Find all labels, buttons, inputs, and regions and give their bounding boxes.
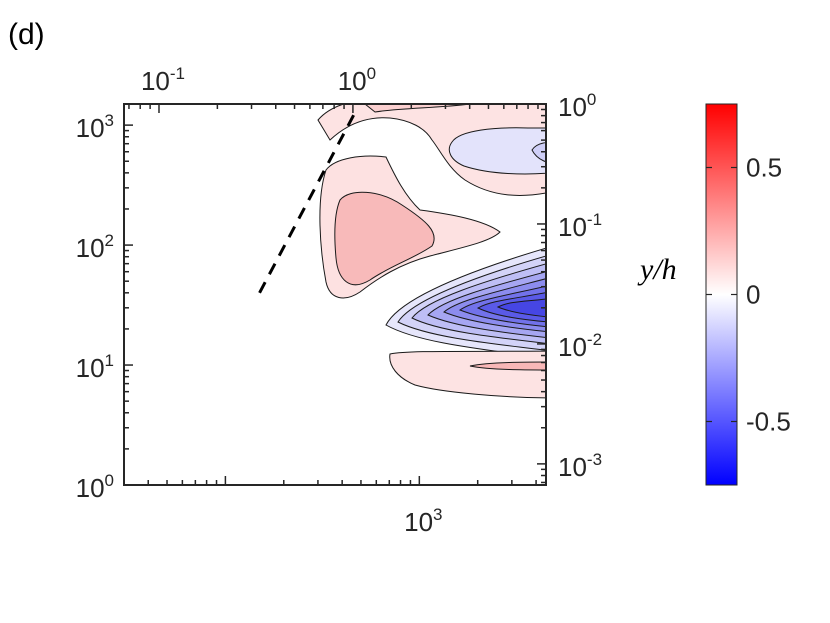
y-tick-label-right: 10-2	[558, 330, 602, 362]
x-tick-label-top: 100	[338, 64, 376, 96]
y-tick-label-left: 101	[76, 351, 114, 383]
contour-negative-level-8	[496, 298, 546, 318]
axis-tick-labels: 100 101 102 103 10-3 10-2 10-1 100 103 10-1 100	[76, 64, 602, 537]
contour-field	[317, 104, 546, 399]
y-tick-label-left: 102	[76, 231, 114, 263]
x-tick-label-bottom: 103	[404, 505, 442, 537]
contour-middle-positive-inner	[334, 191, 435, 286]
contour-lower-positive-inner	[469, 361, 546, 371]
contour-upper-negative-inner	[531, 142, 546, 163]
colorbar-tick-label: 0	[746, 280, 760, 310]
colorbar-tick-label: -0.5	[746, 407, 791, 437]
dashed-reference-line	[258, 108, 358, 294]
y-tick-label-left: 103	[76, 111, 114, 143]
colorbar-ticks: 0.5 0 -0.5	[706, 153, 791, 437]
y-tick-label-right: 10-1	[558, 210, 602, 242]
y-tick-label-right: 100	[558, 90, 596, 122]
colorbar-label: y/h	[637, 253, 677, 286]
y-tick-label-right: 10-3	[558, 450, 602, 482]
contour-upper-negative	[448, 127, 546, 175]
plot-frame	[123, 103, 547, 486]
y-tick-label-left: 100	[76, 471, 114, 503]
contour-upper-positive	[317, 104, 546, 196]
colorbar-tick-label: 0.5	[746, 153, 782, 183]
panel-label: (d)	[8, 18, 45, 51]
x-tick-label-top: 10-1	[141, 64, 185, 96]
